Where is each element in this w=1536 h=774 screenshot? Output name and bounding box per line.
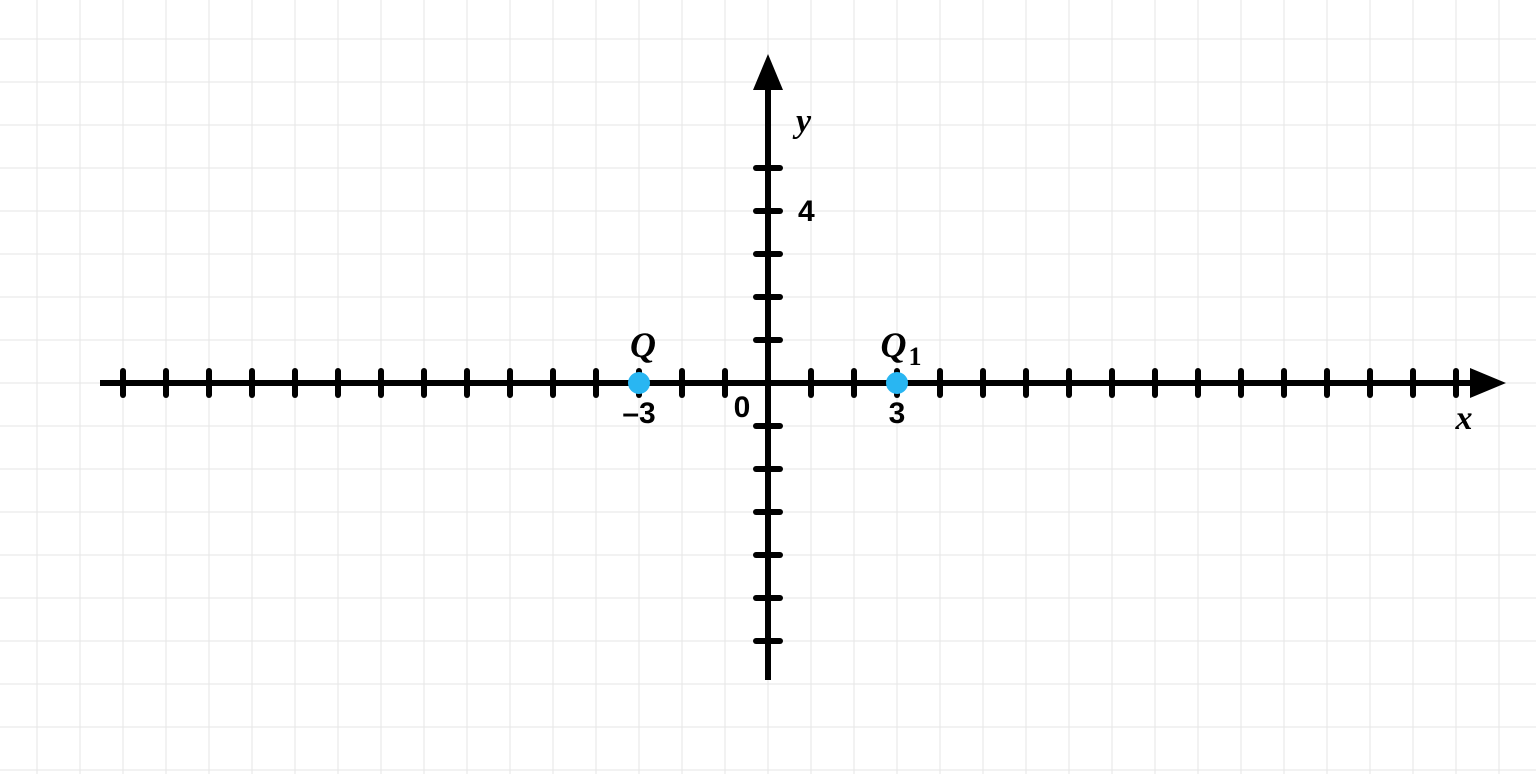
x-tick-label: –3: [622, 397, 655, 430]
point-Q: [628, 372, 650, 394]
origin-label: 0: [734, 391, 751, 424]
coordinate-plane-chart: 0yx4–33 QQ1: [0, 0, 1536, 774]
y-tick-label-4: 4: [798, 195, 815, 228]
x-axis-label: x: [1455, 400, 1473, 437]
point-Q1: [886, 372, 908, 394]
x-tick-label: 3: [889, 397, 906, 430]
point-label-Q: Q: [630, 325, 656, 365]
